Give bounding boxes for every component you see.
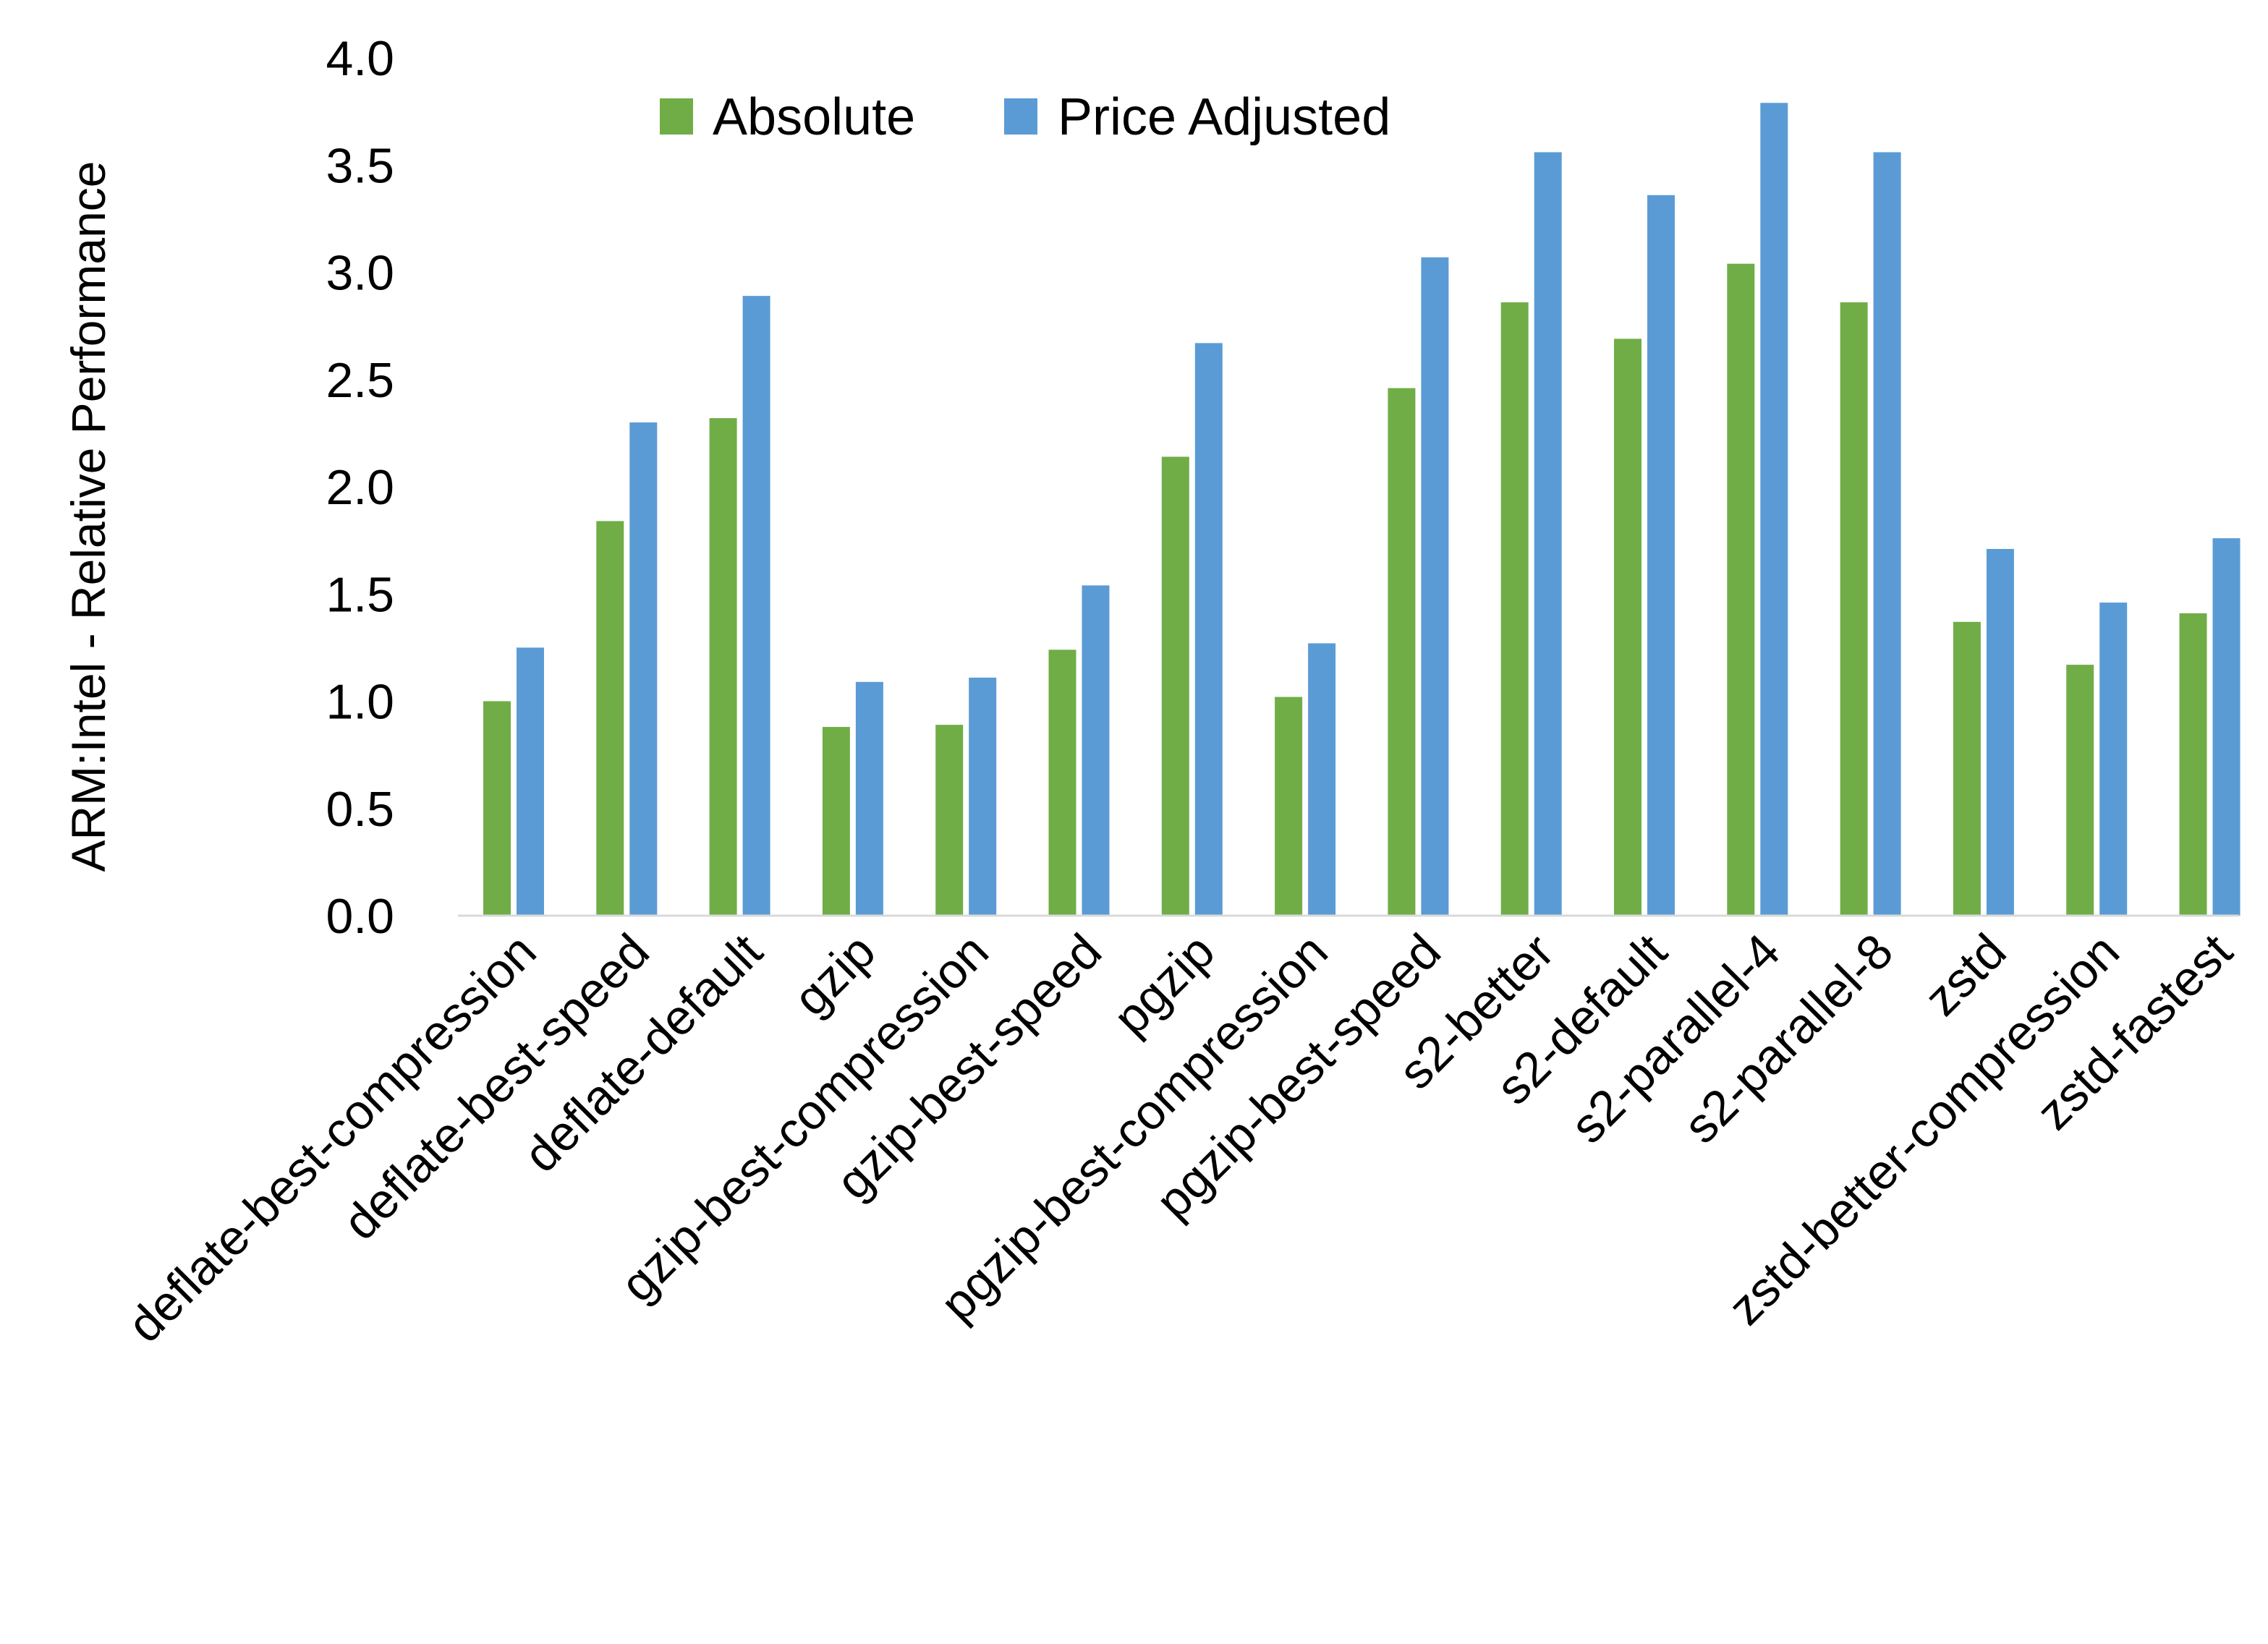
bar-price-adjusted [2099, 602, 2128, 916]
bar-price-adjusted [517, 647, 544, 916]
y-axis-label: ARM:Intel - Relative Performance [61, 161, 115, 872]
y-tick-label: 3.0 [326, 246, 394, 301]
y-tick-label: 2.5 [326, 353, 394, 408]
bar-absolute [1953, 621, 1981, 916]
bar-price-adjusted [1986, 548, 2014, 916]
bar-absolute [1161, 456, 1189, 916]
bar-price-adjusted [1873, 152, 1901, 916]
y-tick-label: 2.0 [326, 460, 394, 515]
bar-absolute [2066, 665, 2094, 916]
legend-swatch [660, 98, 693, 135]
bar-absolute [1500, 302, 1529, 916]
bar-absolute [596, 521, 624, 916]
y-tick-label: 0.0 [326, 889, 394, 944]
bars [483, 103, 2241, 916]
x-axis-categories: deflate-best-compressiondeflate-best-spe… [117, 924, 2243, 1353]
y-tick-label: 4.0 [326, 31, 394, 86]
x-tick-label: zstd [1914, 924, 2017, 1026]
bar-absolute [483, 701, 511, 916]
bar-price-adjusted [1760, 103, 1788, 916]
y-tick-label: 1.0 [326, 675, 394, 730]
bar-price-adjusted [1421, 257, 1449, 916]
bar-absolute [1388, 388, 1416, 916]
bar-price-adjusted [1194, 343, 1223, 916]
bar-price-adjusted [742, 296, 770, 916]
bar-absolute [935, 725, 964, 916]
bar-price-adjusted [629, 422, 658, 916]
y-tick-label: 0.5 [326, 782, 394, 837]
bar-absolute [709, 418, 737, 916]
y-tick-label: 1.5 [326, 567, 394, 622]
bar-absolute [1275, 697, 1303, 916]
bar-price-adjusted [1534, 152, 1562, 916]
legend: Absolute Price Adjusted [660, 88, 1390, 146]
bar-absolute [1727, 263, 1755, 916]
bar-absolute [1614, 338, 1641, 916]
bar-price-adjusted [855, 681, 883, 916]
bar-absolute [822, 727, 850, 916]
bar-price-adjusted [1308, 643, 1336, 916]
bar-absolute [1048, 649, 1076, 916]
bar-price-adjusted [969, 677, 997, 916]
y-axis-ticks: 0.0 0.5 1.0 1.5 2.0 2.5 3.0 3.5 4.0 [326, 31, 394, 944]
y-tick-label: 3.5 [326, 138, 394, 193]
legend-label: Absolute [713, 88, 915, 146]
bar-price-adjusted [1082, 585, 1110, 916]
bar-price-adjusted [2212, 538, 2241, 916]
legend-label: Price Adjusted [1058, 88, 1390, 146]
bar-price-adjusted [1647, 195, 1675, 916]
bar-absolute [2179, 613, 2207, 916]
x-tick-label: gzip [783, 924, 886, 1026]
bar-absolute [1840, 302, 1868, 916]
legend-swatch [1004, 98, 1037, 135]
